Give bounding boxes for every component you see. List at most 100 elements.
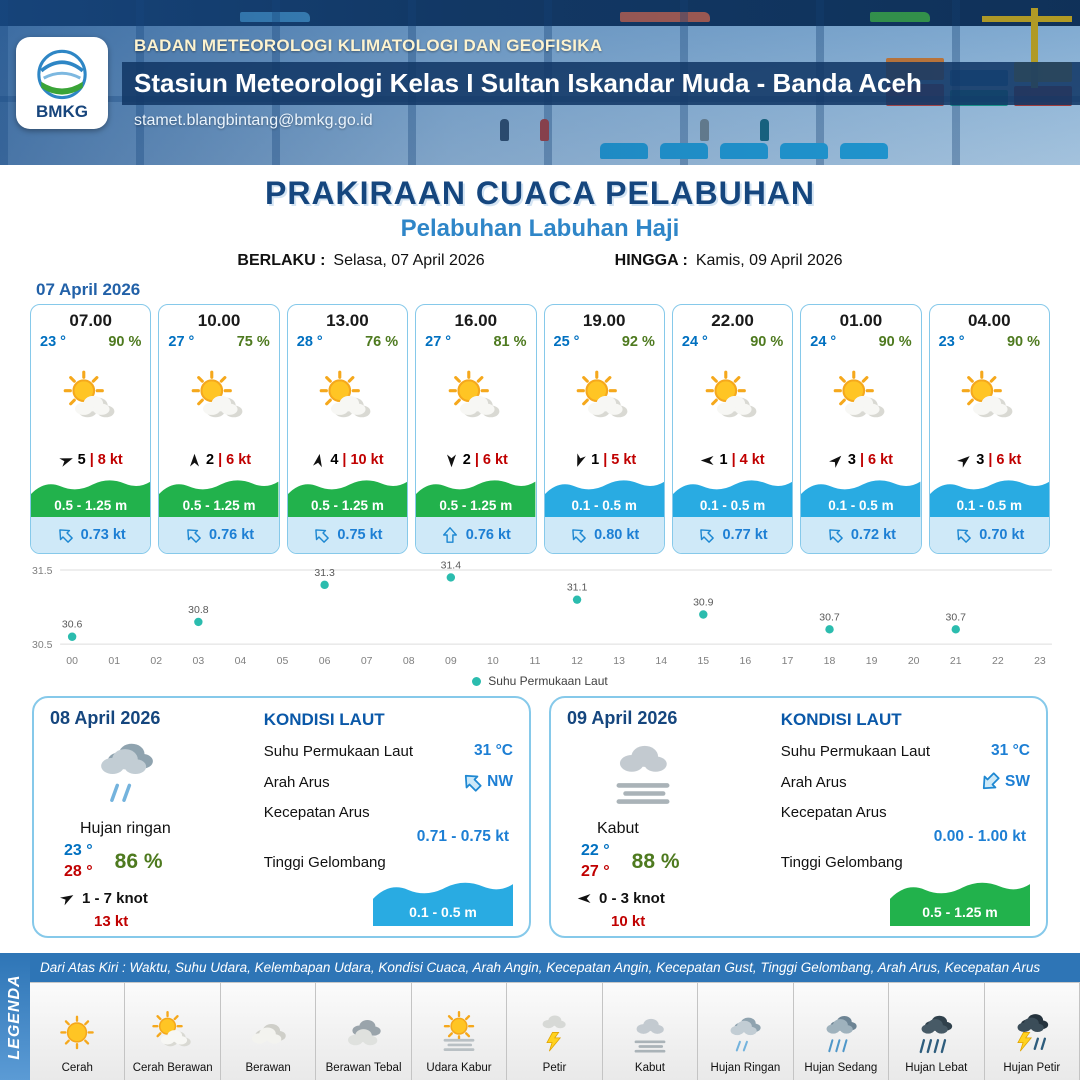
weather-condition: Kabut: [597, 820, 639, 838]
wave-height-value: 0.1 - 0.5 m: [828, 498, 894, 513]
wind-direction-icon: [311, 453, 326, 468]
sea-conditions-title: KONDISI LAUT: [780, 710, 902, 730]
validity-row: BERLAKU : Selasa, 07 April 2026 HINGGA :…: [0, 252, 1080, 270]
card-current-row: 0.70 kt: [929, 517, 1049, 553]
svg-text:31.3: 31.3: [314, 567, 335, 579]
separator: |: [731, 452, 736, 468]
svg-text:09: 09: [445, 655, 457, 667]
daily-forecast-card: 09 April 2026 Kabut 22 ° 27 ° 88 % 0 - 3…: [549, 696, 1048, 939]
forecast-card: 10.00 27 ° 75 % 2 | 6 kt 0.5 - 1.25 m 0.…: [158, 304, 280, 554]
legend-description: Dari Atas Kiri : Waktu, Suhu Udara, Kele…: [30, 953, 1080, 982]
card-current-row: 0.77 kt: [672, 517, 793, 553]
forecast-card: 16.00 27 ° 81 % 2 | 6 kt 0.5 - 1.25 m 0.…: [415, 304, 537, 554]
card-wind-row: 2 | 6 kt: [416, 452, 535, 473]
legend-label: Berawan Tebal: [325, 1062, 402, 1074]
legend-item-cerah: Cerah: [30, 983, 126, 1080]
current-speed: 0.80 kt: [594, 527, 640, 543]
current-direction-icon: [312, 526, 330, 544]
header-text: BADAN METEOROLOGI KLIMATOLOGI DAN GEOFIS…: [122, 36, 1080, 130]
hujan-lebat-icon: [910, 1009, 962, 1059]
svg-text:06: 06: [319, 655, 331, 667]
wave-label: Tinggi Gelombang: [780, 854, 903, 872]
legend-item-petir: Petir: [507, 983, 603, 1080]
svg-text:23: 23: [1034, 655, 1046, 667]
port-name: Pelabuhan Labuhan Haji: [400, 215, 680, 242]
separator: |: [89, 452, 94, 468]
current-direction-label: Arah Arus: [263, 773, 330, 791]
temp-max: 27 °: [581, 863, 610, 881]
current-speed-row: Kecepatan Arus: [781, 804, 1030, 821]
legend-item-hujan-lebat: Hujan Lebat: [889, 983, 985, 1080]
current-speed: 0.73 kt: [80, 527, 126, 543]
gust-speed: 6 kt: [226, 452, 252, 468]
weather-icon-cerah-berawan: [801, 350, 920, 452]
card-current-row: 0.75 kt: [287, 517, 408, 553]
wave-height-graphic: 0.1 - 0.5 m: [373, 874, 513, 927]
current-speed: 0.75 kt: [337, 527, 383, 543]
title-section: PRAKIRAAN CUACA PELABUHAN Pelabuhan Labu…: [0, 175, 1080, 243]
gust-speed: 6 kt: [482, 452, 508, 468]
daily-temps-row: 23 ° 28 ° 86 %: [64, 842, 254, 881]
wave-height-graphic: 0.5 - 1.25 m: [890, 874, 1030, 927]
card-time: 07.00: [69, 311, 112, 330]
legend-label: Hujan Petir: [1003, 1062, 1061, 1074]
gust-speed: 5 kt: [611, 452, 637, 468]
card-wind-row: 2 | 6 kt: [159, 452, 278, 473]
current-speed: 0.72 kt: [850, 527, 897, 543]
current-direction-row: Arah Arus SW: [781, 771, 1030, 793]
humidity: 92 %: [621, 334, 655, 350]
wave-height-value: 0.1 - 0.5 m: [699, 498, 766, 513]
berawan-tebal-icon: [338, 1009, 390, 1059]
current-direction-label: Arah Arus: [780, 773, 847, 791]
daily-weather-summary: 09 April 2026 Kabut 22 ° 27 ° 88 % 0 - 3…: [567, 708, 771, 930]
hujan-sedang-icon: [815, 1009, 867, 1059]
current-speed-label: Kecepatan Arus: [780, 804, 887, 822]
bmkg-logo-text: BMKG: [36, 102, 88, 121]
weather-icon-cerah-berawan: [930, 350, 1049, 452]
current-speed: 0.70 kt: [979, 527, 1025, 543]
wave-height-value: 0.1 - 0.5 m: [956, 498, 1022, 513]
legend-vertical-label: LEGENDA: [6, 973, 23, 1060]
card-time: 19.00: [582, 311, 626, 330]
wind-direction-icon: [58, 453, 74, 468]
sst-value: 31 °C: [474, 742, 513, 760]
wave-height-value: 0.1 - 0.5 m: [571, 498, 637, 513]
daily-forecast-card: 08 April 2026 Hujan ringan 23 ° 28 ° 86 …: [32, 696, 531, 939]
temp-min: 22 °: [581, 842, 610, 860]
wind-speed: 3: [847, 452, 856, 468]
daily-wind-row: 1 - 7 knot: [60, 890, 254, 907]
current-direction-icon: [461, 771, 483, 793]
card-wind-row: 1 | 4 kt: [673, 452, 792, 473]
bmkg-logo: BMKG: [16, 36, 108, 129]
legend-label: Cerah: [61, 1062, 93, 1074]
current-speed-label: Kecepatan Arus: [263, 804, 370, 822]
temp-min: 23 °: [64, 842, 93, 860]
wave-height-band: 0.5 - 1.25 m: [416, 473, 536, 517]
legend-item-hujan-petir: Hujan Petir: [984, 983, 1080, 1080]
sea-conditions: KONDISI LAUT Suhu Permukaan Laut 31 °C A…: [771, 708, 1030, 927]
legend-item-udara-kabur: Udara Kabur: [411, 983, 508, 1080]
hujan-petir-icon: [1006, 1009, 1058, 1059]
wind-speed: 5: [77, 452, 86, 468]
current-direction-icon: [826, 526, 844, 544]
current-direction-icon: [697, 526, 715, 544]
svg-text:14: 14: [655, 655, 667, 667]
current-direction-icon: [441, 526, 459, 544]
air-temperature: 28 °: [296, 334, 323, 350]
card-wind-row: 5 | 8 kt: [31, 452, 150, 473]
air-temperature: 23 °: [938, 334, 965, 350]
svg-text:19: 19: [866, 655, 878, 667]
separator: |: [859, 452, 864, 468]
wave-row: Tinggi Gelombang: [781, 854, 1030, 871]
header-content: BMKG BADAN METEOROLOGI KLIMATOLOGI DAN G…: [0, 0, 1080, 165]
humidity: 88 %: [631, 849, 680, 873]
legend-vertical-band: LEGENDA: [0, 953, 30, 1080]
weather-condition: Hujan ringan: [80, 820, 171, 838]
air-temperature: 27 °: [168, 334, 195, 350]
humidity: 81 %: [493, 334, 527, 350]
card-time: 01.00: [839, 311, 883, 330]
sst-label: Suhu Permukaan Laut: [780, 742, 930, 760]
daily-cards-row: 08 April 2026 Hujan ringan 23 ° 28 ° 86 …: [0, 696, 1080, 939]
sst-label: Suhu Permukaan Laut: [263, 742, 413, 760]
